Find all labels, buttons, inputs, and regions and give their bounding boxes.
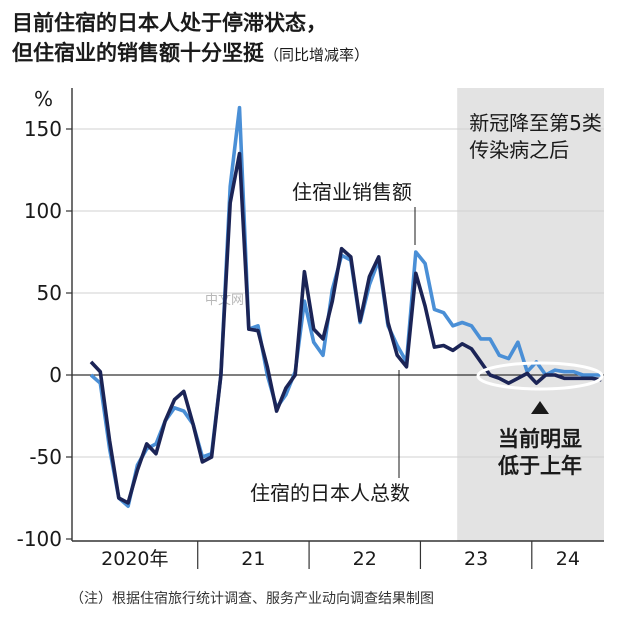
x-year-label: 21 xyxy=(241,548,265,570)
annotation-line: 低于上年 xyxy=(497,454,582,478)
year-separators xyxy=(197,541,533,569)
x-year-labels: 2020年 21 22 23 24 xyxy=(101,548,580,570)
y-tick-labels: 150 100 50 0 -50 -100 xyxy=(17,117,62,551)
x-year-label: 2020年 xyxy=(101,548,168,570)
title-line-2: 但住宿业的销售额十分坚挺（同比增减率） xyxy=(12,38,369,70)
series-line-sales xyxy=(89,105,602,509)
title-line-2-main: 但住宿业的销售额十分坚挺 xyxy=(12,41,264,65)
y-tick-label: -50 xyxy=(29,445,62,469)
y-tick-label: 100 xyxy=(24,199,62,223)
y-tick-label: 0 xyxy=(49,363,62,387)
x-year-label: 22 xyxy=(353,548,377,570)
shaded-label-line: 新冠降至第5类 xyxy=(469,111,602,135)
y-tick-label: 150 xyxy=(24,117,62,141)
chart-title: 目前住宿的日本人处于停滞状态， 但住宿业的销售额十分坚挺（同比增减率） xyxy=(12,8,369,70)
title-line-1: 目前住宿的日本人处于停滞状态， xyxy=(12,11,327,35)
x-year-label: 23 xyxy=(464,548,488,570)
annotation-arrow xyxy=(531,401,549,414)
y-tick-label: -100 xyxy=(17,527,62,551)
title-subtitle: （同比增减率） xyxy=(264,46,370,64)
x-year-label: 24 xyxy=(556,548,580,570)
data-points xyxy=(90,107,602,507)
annotation-line: 当前明显 xyxy=(498,427,582,451)
y-gridlines xyxy=(66,128,604,540)
shaded-period xyxy=(457,88,604,541)
y-tick-label: 50 xyxy=(37,281,62,305)
series-line-guests xyxy=(89,151,602,505)
series-label-sales: 住宿业销售额 xyxy=(292,180,412,204)
y-axis-unit: % xyxy=(34,87,53,111)
highlight-ellipse xyxy=(476,361,604,391)
series-label-guests: 住宿的日本人总数 xyxy=(250,481,410,505)
footnote: （注）根据住宿旅行统计调查、服务产业动向调查结果制图 xyxy=(70,591,434,607)
shaded-label-line: 传染病之后 xyxy=(469,138,569,162)
